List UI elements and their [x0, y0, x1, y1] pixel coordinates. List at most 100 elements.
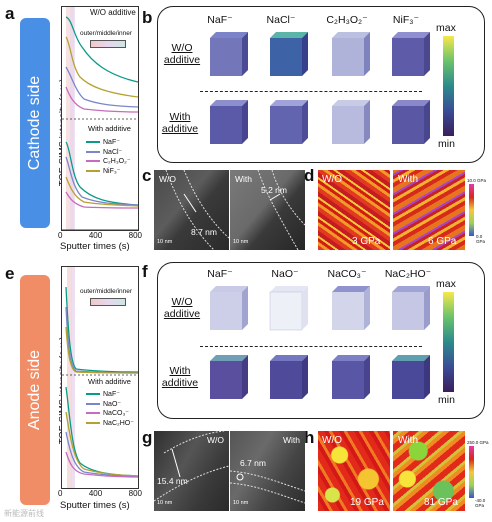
- cube-cathode-cbar-min: min: [438, 138, 455, 150]
- cube-cathode-with-2: [270, 100, 308, 144]
- tem-c-right: [230, 170, 305, 250]
- cube-cathode-with-3: [332, 100, 370, 144]
- tem-c-left-scale: 10 nm: [157, 239, 173, 245]
- cube-cathode-wo-2: [270, 32, 308, 76]
- legend-item: NaF⁻: [86, 138, 131, 148]
- map-h-right: [393, 431, 465, 511]
- map-d-right-value: 6 GPa: [428, 236, 457, 247]
- panel-label-d: d: [304, 166, 315, 185]
- cube-anode-wo-2: [269, 286, 308, 331]
- tem-c-right-scale: 10 nm: [233, 239, 249, 245]
- tem-g-left-label: W/O: [207, 435, 224, 445]
- tof-cathode-bottom-title: With additive: [88, 124, 131, 133]
- cube-anode-wo-1: [210, 286, 248, 330]
- tof-cathode-xticks: 0 400 800: [58, 231, 142, 240]
- tem-g-right-label: With: [283, 435, 300, 445]
- cube-cathode-wo-3: [332, 32, 370, 76]
- tem-g-left-value: 15.4 nm: [157, 476, 188, 486]
- tem-g-right: [230, 431, 305, 511]
- cube-anode-ion-2: NaO⁻: [271, 268, 299, 280]
- tof-cathode-xlabel: Sputter times (s): [60, 241, 130, 252]
- cube-anode-with-3: [332, 355, 370, 399]
- cube-anode-ion-3: NaCO₃⁻: [327, 268, 367, 280]
- cube-cathode-wo-1: [210, 32, 248, 76]
- panel-label-b: b: [142, 8, 153, 27]
- tem-c-right-label: With: [235, 174, 252, 184]
- map-h-left-value: 19 GPa: [350, 497, 384, 508]
- map-h-cbar-bottom: -40.0 GPa: [475, 498, 486, 508]
- cube-cathode-ion-2: NaCl⁻: [266, 14, 296, 26]
- tof-anode-bottom-title: With additive: [88, 377, 131, 386]
- map-h-right-value: 81 GPa: [424, 497, 458, 508]
- tem-c-left-label: W/O: [159, 174, 176, 184]
- cube-anode-wo-3: [332, 286, 370, 330]
- cube-cathode-with-4: [392, 100, 430, 144]
- map-h-colorbar: [469, 446, 474, 498]
- panel-label-a: a: [5, 4, 15, 23]
- tof-anode-svg: [62, 267, 139, 488]
- cube-cathode-ion-4: NiF₃⁻: [392, 14, 420, 26]
- tem-g-right-value: 6.7 nm: [240, 458, 266, 468]
- cube-cathode-wo-4: [392, 32, 430, 76]
- map-d-colorbar: [469, 184, 474, 236]
- tem-g-right-scale: 10 nm: [233, 500, 249, 506]
- tem-c-right-value: 5.2 nm: [261, 185, 287, 195]
- cube-anode-cbar-min: min: [438, 394, 455, 406]
- panel-label-g: g: [142, 428, 153, 447]
- tof-anode-layer-bar: [90, 298, 126, 306]
- cube-anode-colorbar: [443, 292, 454, 392]
- cube-anode-ion-4: NaC₂HO⁻: [384, 268, 432, 280]
- panel-label-f: f: [142, 262, 148, 281]
- cube-anode-frame: [157, 262, 485, 419]
- legend-item: NaCl⁻: [86, 148, 131, 158]
- tem-g-left-scale: 10 nm: [157, 500, 173, 506]
- map-d-left: [318, 170, 390, 250]
- cube-anode-divider: [200, 346, 422, 347]
- map-d-right: [393, 170, 465, 250]
- cube-anode-row-top: W/O additive: [163, 296, 201, 320]
- tof-anode-xlabel: Sputter times (s): [60, 500, 130, 511]
- tem-c-left-value: 8.7 nm: [191, 227, 217, 237]
- cube-anode-wo-4: [392, 286, 430, 330]
- map-d-cbar-top: 10.0 GPa: [467, 178, 487, 183]
- tof-cathode-layer-label: outer/middle/inner: [80, 30, 133, 37]
- cube-cathode-cbar-max: max: [436, 22, 456, 34]
- panel-label-h: h: [304, 428, 315, 447]
- cube-cathode-colorbar: [443, 36, 454, 136]
- tem-c-left: [154, 170, 229, 250]
- cube-cathode-frame: [157, 6, 485, 163]
- map-h-right-label: With: [398, 435, 418, 446]
- anode-side-label: Anode side: [26, 349, 43, 431]
- map-h-left-label: W/O: [322, 435, 342, 446]
- cathode-side-label: Cathode side: [26, 75, 44, 171]
- legend-item: NaO⁻: [86, 400, 134, 410]
- cube-anode-cbar-max: max: [436, 278, 456, 290]
- watermark: 新能源前线: [4, 509, 44, 518]
- cube-anode-with-2: [270, 355, 308, 399]
- tem-g-left: [154, 431, 229, 511]
- cube-cathode-with-1: [210, 100, 248, 144]
- tof-anode-plot: [61, 266, 139, 489]
- legend-item: NaCO₃⁻: [86, 409, 134, 419]
- map-h-cbar-top: 250.0 GPa: [467, 440, 489, 445]
- cathode-side-bar: Cathode side: [20, 18, 50, 228]
- cube-cathode-row-bottom: With additive: [161, 111, 199, 135]
- tof-anode-legend: NaF⁻ NaO⁻ NaCO₃⁻ NaC₂HO⁻: [86, 390, 134, 428]
- legend-item: NaF⁻: [86, 390, 134, 400]
- legend-item: NiF₃⁻: [86, 167, 131, 177]
- legend-item: C₂H₃O₂⁻: [86, 157, 131, 167]
- cube-cathode-ion-1: NaF⁻: [207, 14, 233, 26]
- cube-cathode-ion-3: C₂H₃O₂⁻: [326, 14, 368, 26]
- anode-side-bar: Anode side: [20, 275, 50, 505]
- tof-cathode-legend: NaF⁻ NaCl⁻ C₂H₃O₂⁻ NiF₃⁻: [86, 138, 131, 176]
- tof-anode-layer-label: outer/middle/inner: [80, 288, 133, 295]
- map-d-cbar-bottom: 0.0 GPa: [476, 234, 486, 244]
- map-h-left: [318, 431, 390, 511]
- cube-anode-ion-1: NaF⁻: [207, 268, 233, 280]
- cube-anode-with-1: [210, 355, 248, 399]
- tof-anode-xticks: 0 400 800: [58, 489, 142, 498]
- legend-item: NaC₂HO⁻: [86, 419, 134, 429]
- map-d-right-label: With: [398, 174, 418, 185]
- cube-anode-row-bottom: With additive: [161, 365, 199, 389]
- map-d-left-value: 3 GPa: [352, 236, 381, 247]
